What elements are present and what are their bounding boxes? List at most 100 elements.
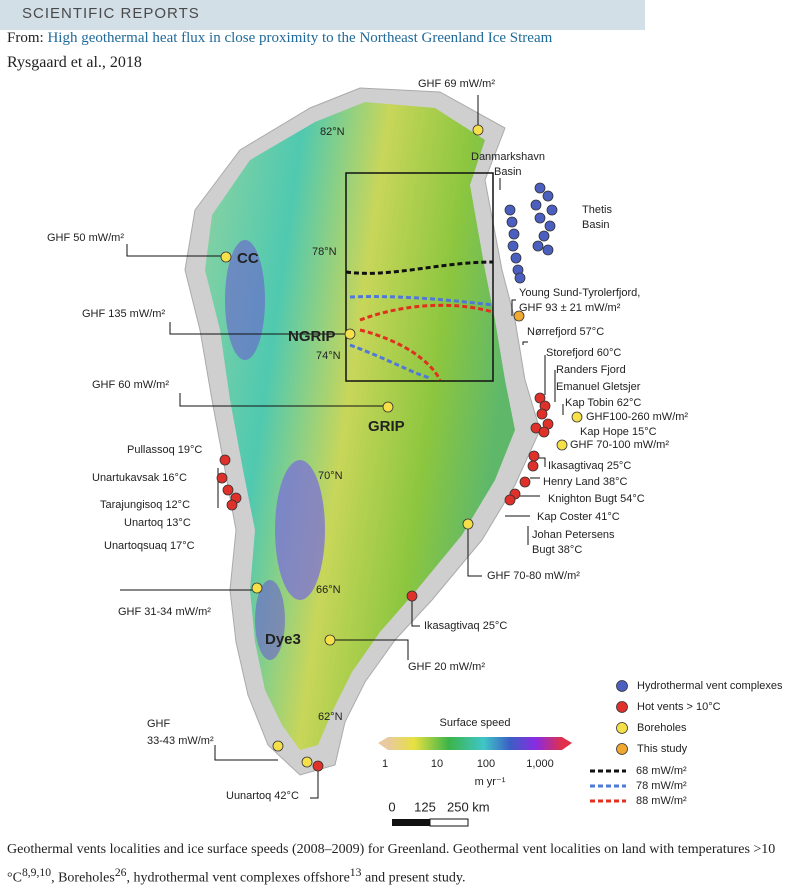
colorbar-title: Surface speed xyxy=(440,717,511,729)
scale-bar xyxy=(429,818,469,827)
map-label: Henry Land 38°C xyxy=(543,476,628,488)
site-marker xyxy=(251,582,263,594)
site-marker xyxy=(226,499,238,511)
map-label: 62°N xyxy=(318,711,343,723)
site-marker xyxy=(542,190,554,202)
map-label: Danmarkshavn xyxy=(471,151,545,163)
site-marker xyxy=(534,182,546,194)
from-prefix: From: xyxy=(7,30,48,46)
map-label: GHF 50 mW/m² xyxy=(47,232,124,244)
map-label: GHF 135 mW/m² xyxy=(82,308,165,320)
site-name: NGRIP xyxy=(288,328,336,345)
map-label: GHF 20 mW/m² xyxy=(408,661,485,673)
study-box xyxy=(345,172,494,382)
site-marker xyxy=(220,251,232,263)
map-label: Ikasagtivaq 25°C xyxy=(548,460,631,472)
map-label: 70°N xyxy=(318,470,343,482)
map-label: Uunartoq 42°C xyxy=(226,790,299,802)
legend-label: 78 mW/m² xyxy=(636,780,687,792)
legend-marker xyxy=(616,722,628,734)
site-markers xyxy=(216,124,583,772)
site-marker xyxy=(344,328,356,340)
article-link[interactable]: High geothermal heat flux in close proxi… xyxy=(47,30,553,46)
site-marker xyxy=(536,408,548,420)
colorbar-tick-label: 1,000 xyxy=(526,758,554,770)
map-label: GHF 60 mW/m² xyxy=(92,379,169,391)
site-marker xyxy=(571,411,583,423)
caption: Geothermal vents localities and ice surf… xyxy=(7,838,805,890)
site-marker xyxy=(538,426,550,438)
legend-marker xyxy=(616,701,628,713)
map-label: GHF 70-100 mW/m² xyxy=(570,439,669,451)
legend-label: This study xyxy=(637,743,688,755)
map-label: 33-43 mW/m² xyxy=(147,735,214,747)
authors: Rysgaard et al., 2018 xyxy=(7,54,142,71)
map-label: GHF 70-80 mW/m² xyxy=(487,570,580,582)
map-label: Young Sund-Tyrolerfjord, xyxy=(519,287,640,299)
map-label: 66°N xyxy=(316,584,341,596)
map-label: Ikasagtivaq 25°C xyxy=(424,620,507,632)
site-marker xyxy=(504,204,516,216)
site-marker xyxy=(542,244,554,256)
site-name: CC xyxy=(237,250,259,267)
colorbar-tick-label: 1 xyxy=(382,758,388,770)
map-label: Nørrefjord 57°C xyxy=(527,326,604,338)
scale-label: 250 km xyxy=(447,799,490,814)
map-label: Emanuel Gletsjer xyxy=(556,381,641,393)
map-label: GHF 31-34 mW/m² xyxy=(118,606,211,618)
legend-label: Boreholes xyxy=(637,722,687,734)
site-marker xyxy=(301,756,313,768)
site-marker xyxy=(510,252,522,264)
citation: 8,9,10 xyxy=(21,866,52,879)
map-label: Randers Fjord xyxy=(556,364,626,376)
caption-text: , hydrothermal vent complexes offshore xyxy=(126,870,350,886)
site-name: GRIP xyxy=(368,418,405,435)
source-line: From: High geothermal heat flux in close… xyxy=(7,30,552,47)
site-marker xyxy=(504,494,516,506)
map-label: Basin xyxy=(494,166,522,178)
site-marker xyxy=(544,220,556,232)
header-bar: SCIENTIFIC REPORTS xyxy=(0,0,645,30)
site-marker xyxy=(312,760,324,772)
legend-label: Hot vents > 10°C xyxy=(637,701,721,713)
scale-bar xyxy=(392,819,430,826)
site-marker xyxy=(528,450,540,462)
legend-label: Hydrothermal vent complexes xyxy=(637,680,783,692)
map-label: Johan Petersens xyxy=(532,529,615,541)
fast-ice xyxy=(255,580,285,660)
scale-label: 125 xyxy=(414,799,436,814)
leader-lines xyxy=(120,95,564,799)
site-marker xyxy=(216,472,228,484)
map-label: Unartoq 13°C xyxy=(124,517,191,529)
map-label: GHF 93 ± 21 mW/m² xyxy=(519,302,621,314)
fast-ice xyxy=(275,460,325,600)
site-marker xyxy=(406,590,418,602)
colorbar xyxy=(388,737,562,750)
site-marker xyxy=(272,740,284,752)
site-marker xyxy=(513,310,525,322)
map-label: Bugt 38°C xyxy=(532,544,582,556)
fast-ice xyxy=(225,240,265,360)
map-label: Kap Tobin 62°C xyxy=(565,397,641,409)
citation: 26 xyxy=(114,866,127,879)
site-name: Dye3 xyxy=(265,631,301,648)
site-marker xyxy=(514,272,526,284)
site-marker xyxy=(472,124,484,136)
map-label: Kap Hope 15°C xyxy=(580,426,657,438)
site-marker xyxy=(532,240,544,252)
map-label: Thetis xyxy=(582,204,612,216)
colorbar-tick-label: 100 xyxy=(477,758,495,770)
site-marker xyxy=(382,401,394,413)
map-label: 82°N xyxy=(320,126,345,138)
map-label: GHF xyxy=(147,718,171,730)
legend-label: 68 mW/m² xyxy=(636,765,687,777)
citation: 13 xyxy=(349,866,362,879)
map-label: GHF 69 mW/m² xyxy=(418,78,495,90)
site-marker xyxy=(324,634,336,646)
colorbar-end xyxy=(562,737,572,750)
ice-sheet xyxy=(205,102,515,750)
map-label: Kap Coster 41°C xyxy=(537,511,620,523)
map-label: Unartukavsak 16°C xyxy=(92,472,187,484)
colorbar-unit: m yr⁻¹ xyxy=(475,776,506,788)
map-label: 74°N xyxy=(316,350,341,362)
